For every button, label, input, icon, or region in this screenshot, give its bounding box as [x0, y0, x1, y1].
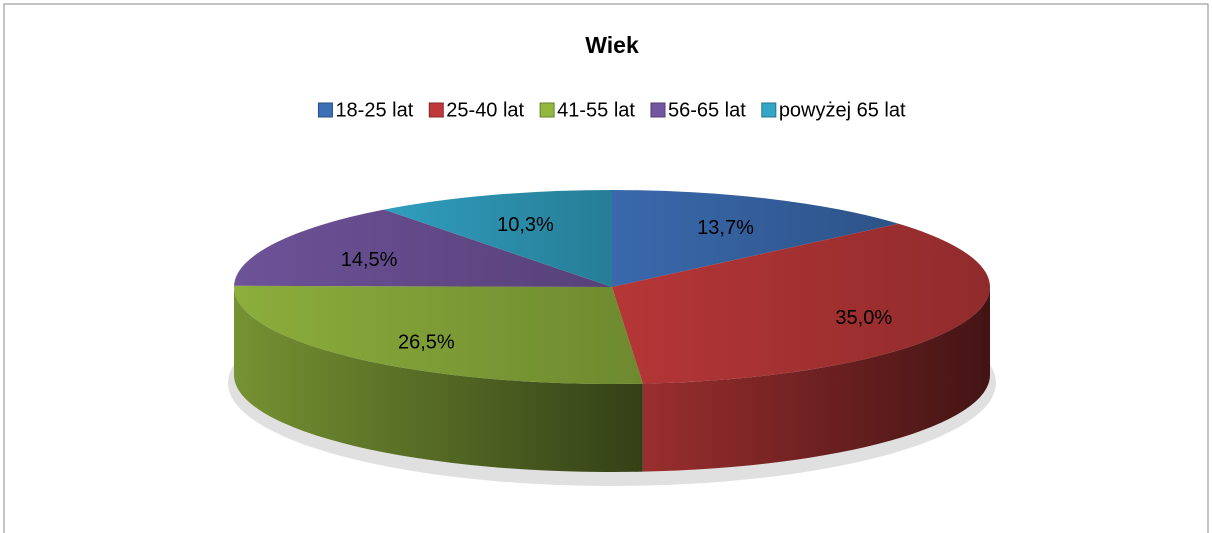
- legend-swatch: [539, 102, 555, 118]
- legend-label: powyżej 65 lat: [779, 99, 906, 121]
- pie-slice: [612, 190, 899, 287]
- legend-swatch: [317, 102, 333, 118]
- legend-swatch: [428, 102, 444, 118]
- pie-slice: [234, 209, 612, 287]
- data-label: 26,5%: [398, 331, 455, 353]
- legend-label: 18-25 lat: [335, 99, 413, 121]
- data-label: 14,5%: [341, 249, 398, 271]
- data-label: 10,3%: [497, 214, 554, 236]
- pie-slice-side: [234, 287, 643, 473]
- legend-swatch: [761, 102, 777, 118]
- pie-slice: [384, 190, 612, 287]
- data-label: 35,0%: [835, 307, 892, 329]
- pie-slice-side: [642, 287, 990, 472]
- legend-label: 25-40 lat: [446, 99, 524, 121]
- chart-title: Wiek: [585, 32, 639, 58]
- pie-slice: [612, 223, 991, 384]
- legend: 18-25 lat 25-40 lat 41-55 lat 56-65 lat powy…: [317, 99, 906, 121]
- legend-label: 41-55 lat: [557, 99, 635, 121]
- legend-swatch: [650, 102, 666, 118]
- legend-label: 56-65 lat: [668, 99, 746, 121]
- data-label: 13,7%: [697, 217, 754, 239]
- pie-slice: [234, 285, 643, 385]
